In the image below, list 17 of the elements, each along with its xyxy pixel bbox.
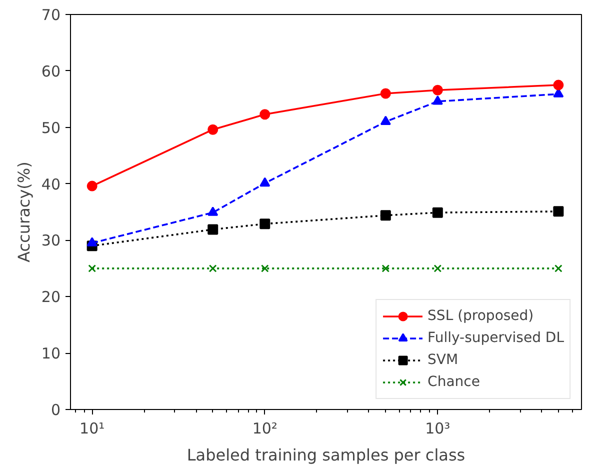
y-tick-label: 60 [41,62,61,80]
x-tick-label: 10¹ [80,420,105,438]
y-tick-label: 20 [41,288,61,306]
legend-label: Fully-supervised DL [428,330,564,346]
y-axis-title: Accuracy(%) [14,162,34,262]
y-tick-label: 30 [41,232,61,250]
y-tick-label: 40 [41,175,61,194]
x-tick-label: 10³ [425,420,450,438]
y-tick-label: 70 [41,6,61,24]
y-tick-label: 10 [41,344,61,363]
x-axis-title: Labeled training samples per class [186,446,466,464]
legend-label: SVM [428,352,458,368]
x-tick-label: 10² [252,420,278,438]
y-tick-label: 0 [50,401,61,419]
legend-label: SSL (proposed) [428,308,534,324]
y-tick-label: 50 [41,118,61,137]
legend-label: Chance [428,374,480,390]
